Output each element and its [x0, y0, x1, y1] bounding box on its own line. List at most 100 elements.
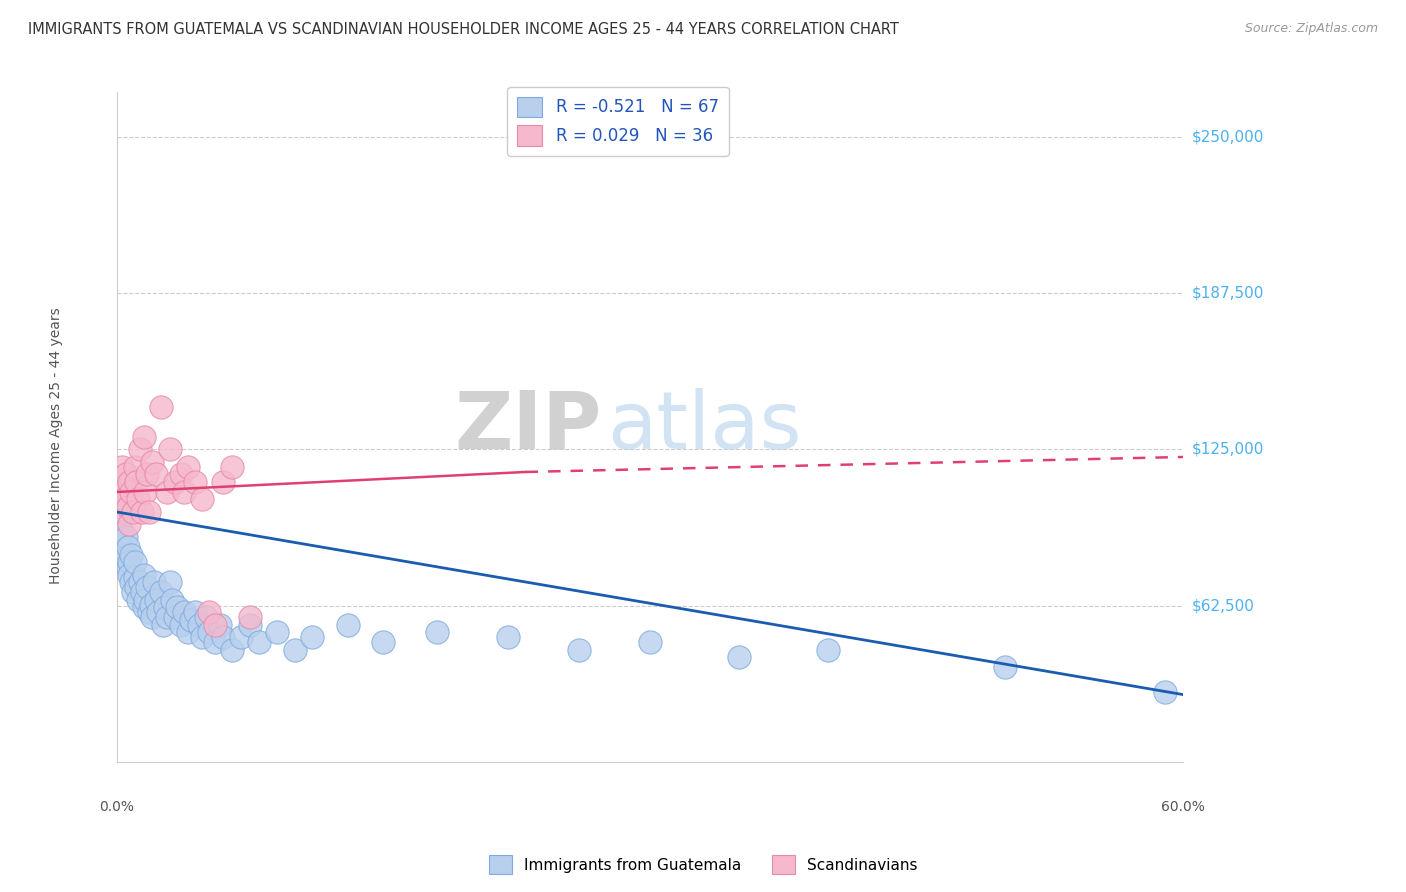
Text: $187,500: $187,500	[1192, 285, 1264, 301]
Point	[221, 642, 243, 657]
Point	[131, 585, 153, 599]
Text: Householder Income Ages 25 - 44 years: Householder Income Ages 25 - 44 years	[49, 308, 63, 584]
Point	[177, 625, 200, 640]
Point	[107, 505, 129, 519]
Point	[138, 505, 160, 519]
Point	[153, 600, 176, 615]
Point	[156, 485, 179, 500]
Point	[994, 660, 1017, 674]
Point	[132, 430, 155, 444]
Point	[121, 505, 143, 519]
Point	[180, 613, 202, 627]
Text: $125,000: $125,000	[1192, 442, 1264, 457]
Point	[117, 540, 139, 554]
Point	[132, 567, 155, 582]
Point	[198, 625, 221, 640]
Point	[125, 475, 148, 489]
Text: IMMIGRANTS FROM GUATEMALA VS SCANDINAVIAN HOUSEHOLDER INCOME AGES 25 - 44 YEARS : IMMIGRANTS FROM GUATEMALA VS SCANDINAVIA…	[28, 22, 898, 37]
Point	[568, 642, 591, 657]
Point	[145, 467, 167, 482]
Text: $250,000: $250,000	[1192, 129, 1264, 145]
Point	[817, 642, 839, 657]
Legend: R = -0.521   N = 67, R = 0.029   N = 36: R = -0.521 N = 67, R = 0.029 N = 36	[508, 87, 728, 156]
Point	[173, 605, 195, 619]
Text: atlas: atlas	[607, 388, 801, 466]
Point	[266, 625, 288, 640]
Point	[208, 617, 231, 632]
Point	[212, 475, 235, 489]
Point	[143, 574, 166, 589]
Point	[150, 400, 173, 414]
Point	[118, 567, 141, 582]
Point	[110, 480, 132, 494]
Point	[184, 475, 207, 489]
Point	[129, 574, 152, 589]
Point	[146, 605, 169, 619]
Point	[239, 610, 262, 624]
Point	[145, 592, 167, 607]
Point	[173, 485, 195, 500]
Point	[166, 600, 188, 615]
Point	[198, 605, 221, 619]
Point	[141, 455, 163, 469]
Point	[136, 467, 159, 482]
Point	[170, 467, 193, 482]
Point	[283, 642, 305, 657]
Point	[124, 459, 146, 474]
Point	[212, 630, 235, 644]
Point	[727, 650, 749, 665]
Point	[112, 542, 135, 557]
Point	[111, 524, 134, 539]
Point	[426, 625, 449, 640]
Point	[373, 635, 395, 649]
Text: 0.0%: 0.0%	[100, 799, 135, 814]
Point	[120, 548, 142, 562]
Point	[125, 580, 148, 594]
Point	[111, 459, 134, 474]
Point	[150, 585, 173, 599]
Point	[160, 592, 183, 607]
Text: Source: ZipAtlas.com: Source: ZipAtlas.com	[1244, 22, 1378, 36]
Point	[204, 635, 226, 649]
Point	[194, 610, 217, 624]
Point	[184, 605, 207, 619]
Point	[136, 580, 159, 594]
Point	[120, 574, 142, 589]
Text: $62,500: $62,500	[1192, 599, 1254, 614]
Point	[114, 530, 136, 544]
Point	[129, 442, 152, 457]
Legend: Immigrants from Guatemala, Scandinavians: Immigrants from Guatemala, Scandinavians	[482, 849, 924, 880]
Point	[132, 600, 155, 615]
Point	[141, 610, 163, 624]
Point	[110, 517, 132, 532]
Point	[204, 617, 226, 632]
Point	[117, 500, 139, 514]
Point	[127, 492, 149, 507]
Point	[124, 570, 146, 584]
Point	[156, 610, 179, 624]
Point	[118, 517, 141, 532]
Point	[187, 617, 209, 632]
Point	[120, 485, 142, 500]
Point	[107, 485, 129, 500]
Point	[191, 630, 214, 644]
Point	[496, 630, 519, 644]
Point	[138, 605, 160, 619]
Point	[336, 617, 359, 632]
Point	[177, 459, 200, 474]
Point	[191, 492, 214, 507]
Point	[165, 610, 187, 624]
Point	[165, 475, 187, 489]
Point	[121, 585, 143, 599]
Point	[1154, 685, 1177, 699]
Point	[114, 467, 136, 482]
Point	[247, 635, 270, 649]
Point	[638, 635, 661, 649]
Point	[112, 492, 135, 507]
Point	[118, 475, 141, 489]
Point	[114, 549, 136, 564]
Point	[301, 630, 323, 644]
Point	[127, 592, 149, 607]
Point	[159, 574, 181, 589]
Point	[110, 535, 132, 549]
